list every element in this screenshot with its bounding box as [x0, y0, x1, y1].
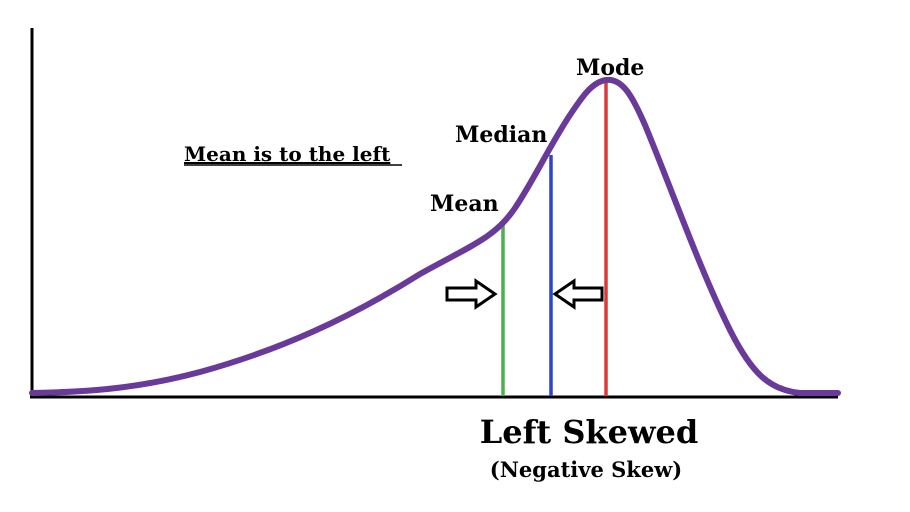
diagram-subtitle: (Negative Skew)	[490, 457, 682, 482]
diagram-title: Left Skewed	[480, 413, 698, 451]
note-text: Mean is to the left	[184, 142, 391, 166]
mode-label: Mode	[576, 55, 644, 81]
median-label: Median	[455, 122, 547, 148]
distribution-curve	[29, 76, 841, 396]
left-outline-arrow-icon	[552, 278, 604, 310]
right-outline-arrow-icon	[445, 278, 498, 310]
mean-label: Mean	[430, 191, 499, 217]
